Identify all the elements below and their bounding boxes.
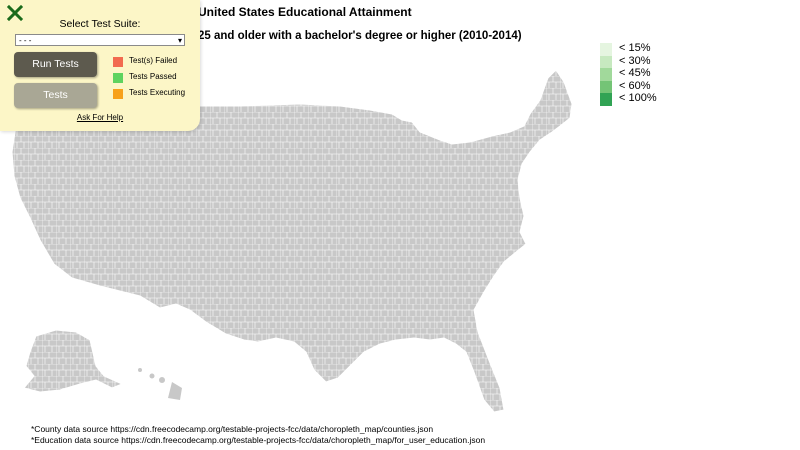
legend-label: < 60% xyxy=(619,79,651,92)
page-description: 25 and older with a bachelor's degree or… xyxy=(198,30,522,42)
legend-label: < 30% xyxy=(619,54,651,67)
page-title: United States Educational Attainment xyxy=(198,5,412,19)
tests-button[interactable]: Tests xyxy=(14,83,97,108)
education-source-note: *Education data source https://cdn.freec… xyxy=(31,434,486,445)
chevron-down-icon: ▾ xyxy=(177,36,182,45)
ask-for-help-link[interactable]: Ask For Help xyxy=(76,113,124,122)
legend-label: < 15% xyxy=(619,42,651,54)
source-footnotes: *County data source https://cdn.freecode… xyxy=(31,424,485,445)
failed-label: Test(s) Failed xyxy=(129,56,178,65)
contiguous-us-shape xyxy=(11,69,573,413)
hawaii-shape xyxy=(138,368,182,400)
legend-swatch xyxy=(600,68,612,81)
legend-swatch xyxy=(600,93,612,106)
passed-label: Tests Passed xyxy=(129,72,177,81)
test-suite-select-value: - - - xyxy=(19,36,32,45)
failed-swatch xyxy=(113,57,123,67)
legend-swatch xyxy=(600,80,612,94)
legend-swatch xyxy=(600,55,612,69)
select-test-suite-label: Select Test Suite: xyxy=(59,18,141,30)
test-suite-select[interactable]: - - - ▾ xyxy=(15,34,185,46)
county-source-note: *County data source https://cdn.freecode… xyxy=(31,424,434,434)
legend-swatch xyxy=(600,43,612,56)
close-x-icon[interactable] xyxy=(7,5,23,21)
passed-swatch xyxy=(113,73,123,83)
test-suite-panel: Select Test Suite: - - - ▾ Run Tests Tes… xyxy=(0,0,200,131)
legend-label: < 45% xyxy=(619,67,651,80)
executing-swatch xyxy=(113,89,123,99)
run-tests-button[interactable]: Run Tests xyxy=(14,52,97,77)
executing-label: Tests Executing xyxy=(129,88,186,97)
legend-label: < 100% xyxy=(619,92,657,105)
us-county-map xyxy=(11,69,573,413)
alaska-shape xyxy=(23,329,124,393)
